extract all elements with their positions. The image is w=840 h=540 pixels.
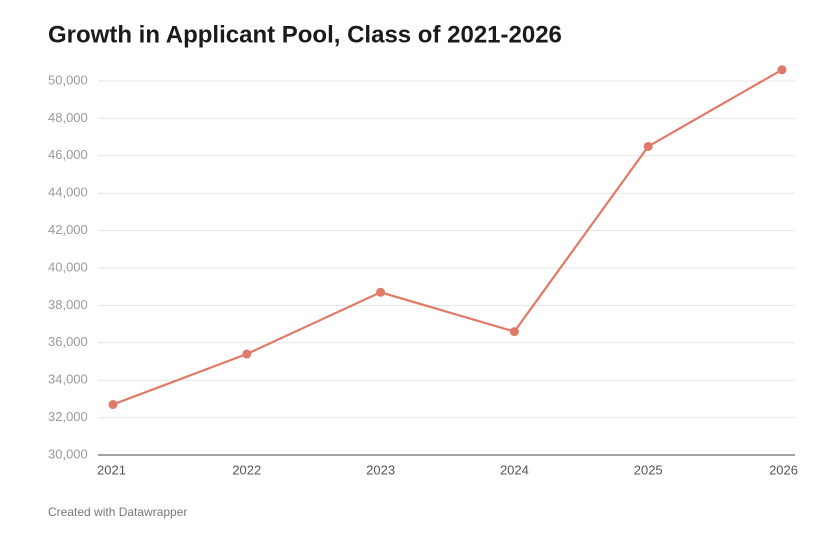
y-tick-label: 40,000 <box>48 259 88 274</box>
y-tick-label: 44,000 <box>48 185 88 200</box>
data-point <box>509 327 519 337</box>
data-point <box>376 287 386 297</box>
x-tick-label: 2021 <box>97 462 126 477</box>
y-tick-label: 46,000 <box>48 147 88 162</box>
x-tick-label: 2022 <box>232 462 261 477</box>
y-tick-label: 50,000 <box>48 72 88 87</box>
x-tick-label: 2024 <box>500 462 529 477</box>
x-tick-label: 2023 <box>366 462 395 477</box>
y-tick-label: 32,000 <box>48 409 88 424</box>
y-tick-label: 38,000 <box>48 297 88 312</box>
y-tick-label: 48,000 <box>48 110 88 125</box>
y-tick-label: 42,000 <box>48 222 88 237</box>
chart-title: Growth in Applicant Pool, Class of 2021-… <box>48 21 562 48</box>
data-point <box>108 400 118 410</box>
data-point <box>643 141 653 151</box>
footer-note: Created with Datawrapper <box>48 505 187 519</box>
y-tick-label: 36,000 <box>48 334 88 349</box>
data-point <box>242 349 252 359</box>
x-tick-label: 2025 <box>634 462 663 477</box>
y-tick-label: 30,000 <box>48 446 88 461</box>
x-tick-label: 2026 <box>769 462 798 477</box>
data-line <box>112 68 783 406</box>
data-point <box>777 65 787 75</box>
y-tick-label: 34,000 <box>48 372 88 387</box>
